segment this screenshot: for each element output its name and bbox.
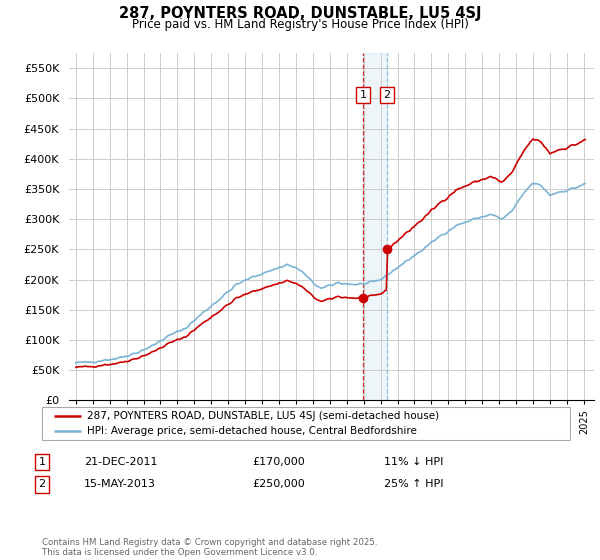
Text: 2: 2 bbox=[383, 90, 391, 100]
Text: 2: 2 bbox=[38, 479, 46, 489]
Text: 1: 1 bbox=[359, 90, 367, 100]
Text: 25% ↑ HPI: 25% ↑ HPI bbox=[384, 479, 443, 489]
Bar bbox=[363, 53, 387, 400]
Text: 11% ↓ HPI: 11% ↓ HPI bbox=[384, 457, 443, 467]
Text: 21-DEC-2011: 21-DEC-2011 bbox=[84, 457, 157, 467]
Text: £170,000: £170,000 bbox=[252, 457, 305, 467]
Text: 287, POYNTERS ROAD, DUNSTABLE, LU5 4SJ (semi-detached house): 287, POYNTERS ROAD, DUNSTABLE, LU5 4SJ (… bbox=[87, 411, 439, 421]
Text: 1: 1 bbox=[38, 457, 46, 467]
Text: 287, POYNTERS ROAD, DUNSTABLE, LU5 4SJ: 287, POYNTERS ROAD, DUNSTABLE, LU5 4SJ bbox=[119, 6, 481, 21]
Text: £250,000: £250,000 bbox=[252, 479, 305, 489]
Text: Price paid vs. HM Land Registry's House Price Index (HPI): Price paid vs. HM Land Registry's House … bbox=[131, 18, 469, 31]
Text: Contains HM Land Registry data © Crown copyright and database right 2025.
This d: Contains HM Land Registry data © Crown c… bbox=[42, 538, 377, 557]
Text: 15-MAY-2013: 15-MAY-2013 bbox=[84, 479, 156, 489]
Text: HPI: Average price, semi-detached house, Central Bedfordshire: HPI: Average price, semi-detached house,… bbox=[87, 427, 417, 436]
